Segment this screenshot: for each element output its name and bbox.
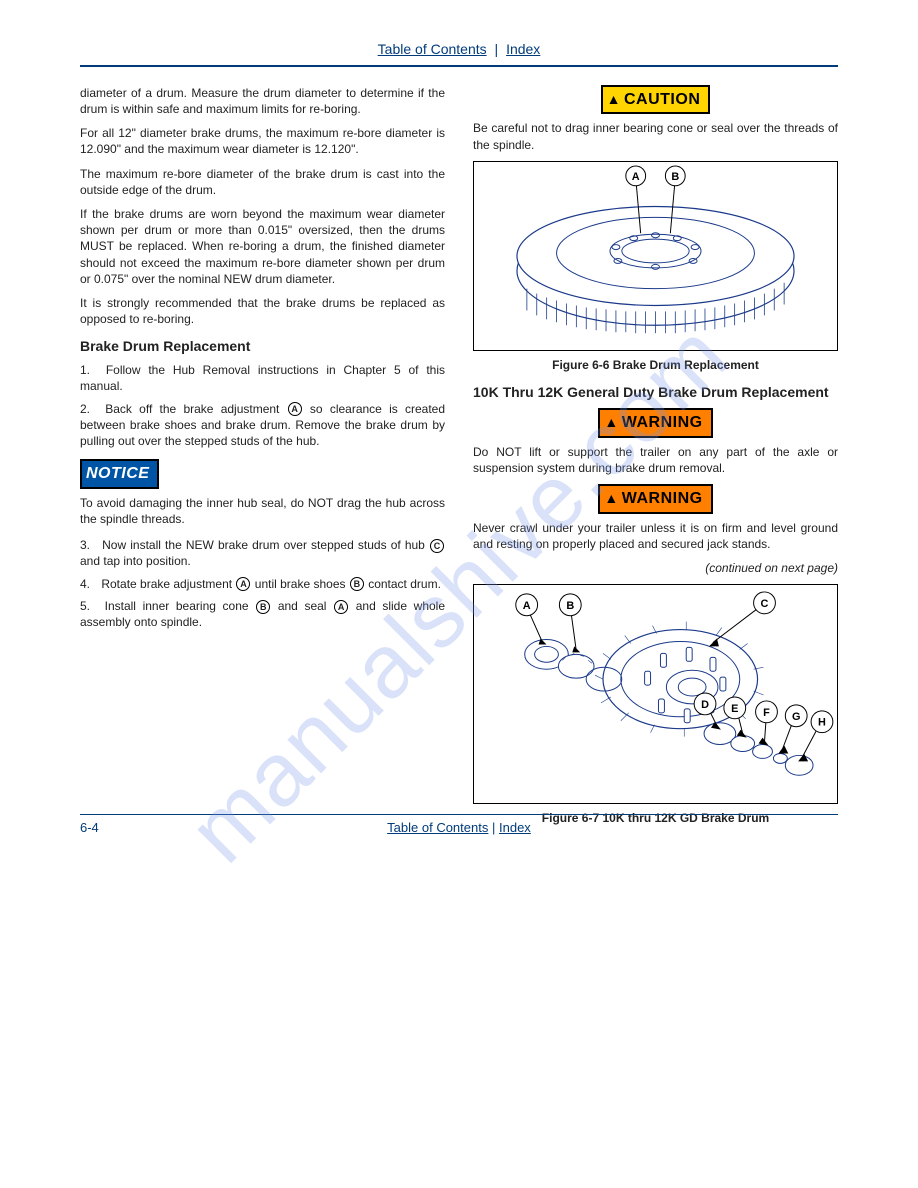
step-5: 5. Install inner bearing cone B and seal… [80, 598, 445, 630]
warning-triangle-icon: ▲ [607, 90, 621, 109]
para: It is strongly recommended that the brak… [80, 295, 445, 327]
figure-6-7: A B C D E F G H [473, 584, 838, 804]
figure-caption: Figure 6-6 Brake Drum Replacement [473, 357, 838, 373]
notice-label: NOTICE [80, 459, 159, 489]
step-text: and seal [278, 599, 327, 613]
callout-circle: A [334, 600, 348, 614]
step-2: 2. Back off the brake adjustment A so cl… [80, 401, 445, 450]
figure-6-6: A B [473, 161, 838, 351]
notice-text: To avoid damaging the inner hub seal, do… [80, 495, 445, 527]
svg-text:G: G [792, 711, 800, 723]
warning-label-text: WARNING [622, 490, 703, 507]
step-text: Rotate brake adjustment [101, 577, 232, 591]
footer-toc-link[interactable]: Table of Contents [387, 820, 488, 835]
page-body: Table of Contents | Index diameter of a … [0, 0, 918, 864]
callout-circle: C [430, 539, 444, 553]
caution-block: ▲CAUTION [473, 85, 838, 121]
para: If the brake drums are worn beyond the m… [80, 206, 445, 287]
warning-block-2: ▲WARNING [473, 484, 838, 520]
step-text: Install inner bearing cone [105, 599, 249, 613]
step-number: 2. [80, 401, 98, 417]
svg-text:E: E [731, 703, 738, 715]
header-links: Table of Contents | Index [80, 40, 838, 67]
heading-brake-drum-replacement: Brake Drum Replacement [80, 337, 445, 356]
footer-separator: | [492, 820, 495, 835]
brake-drum-diagram: A B [474, 162, 837, 350]
warning-triangle-icon: ▲ [604, 489, 618, 508]
notice-block: NOTICE To avoid damaging the inner hub s… [80, 459, 445, 527]
step-3: 3. Now install the NEW brake drum over s… [80, 537, 445, 569]
warning-text-a: Never crawl under your trailer unless it… [473, 521, 838, 551]
para: The maximum re-bore diameter of the brak… [80, 166, 445, 198]
warning-block-1: ▲WARNING [473, 408, 838, 444]
warning-text: Do NOT lift or support the trailer on an… [473, 444, 838, 476]
svg-text:A: A [523, 600, 531, 612]
step-4: 4. Rotate brake adjustment A until brake… [80, 576, 445, 592]
svg-text:H: H [818, 717, 826, 729]
para: diameter of a drum. Measure the drum dia… [80, 85, 445, 117]
step-number: 4. [80, 576, 98, 592]
hub-assembly-diagram: A B C D E F G H [474, 585, 837, 803]
step-number: 1. [80, 362, 98, 378]
caution-label: ▲CAUTION [601, 85, 711, 115]
step-number: 3. [80, 537, 98, 553]
two-column-layout: diameter of a drum. Measure the drum dia… [80, 85, 838, 834]
caution-text: Be careful not to drag inner bearing con… [473, 120, 838, 152]
para: For all 12" diameter brake drums, the ma… [80, 125, 445, 157]
warning-triangle-icon: ▲ [604, 413, 618, 432]
svg-text:B: B [566, 600, 574, 612]
continued-note: (continued on next page) [473, 560, 838, 576]
svg-text:F: F [763, 707, 770, 719]
step-text: contact drum. [368, 577, 441, 591]
step-1: 1. Follow the Hub Removal instructions i… [80, 362, 445, 394]
link-separator: | [495, 41, 499, 57]
svg-text:C: C [761, 598, 769, 610]
footer-links: Table of Contents | Index [160, 819, 758, 837]
svg-text:B: B [671, 171, 679, 183]
step-text: Back off the brake adjustment [105, 402, 279, 416]
caution-label-text: CAUTION [624, 91, 700, 108]
step-number: 5. [80, 598, 98, 614]
callout-circle: B [350, 577, 364, 591]
heading-10k-12k-replacement: 10K Thru 12K General Duty Brake Drum Rep… [473, 383, 838, 402]
step-text: Now install the NEW brake drum over step… [102, 538, 425, 552]
callout-circle: A [236, 577, 250, 591]
step-text: until brake shoes [255, 577, 346, 591]
footer-right [758, 819, 838, 837]
svg-text:D: D [701, 699, 709, 711]
warning-text: Never crawl under your trailer unless it… [473, 520, 838, 552]
footer-index-link[interactable]: Index [499, 820, 531, 835]
page-number: 6-4 [80, 819, 160, 837]
warning-label: ▲WARNING [598, 484, 712, 514]
step-text: Follow the Hub Removal instructions in C… [80, 363, 445, 393]
svg-text:A: A [632, 171, 640, 183]
right-column: ▲CAUTION Be careful not to drag inner be… [473, 85, 838, 834]
page-footer: 6-4 Table of Contents | Index [80, 814, 838, 837]
warning-label-text: WARNING [622, 414, 703, 431]
toc-link[interactable]: Table of Contents [378, 41, 487, 57]
callout-circle: B [256, 600, 270, 614]
warning-label: ▲WARNING [598, 408, 712, 438]
index-link[interactable]: Index [506, 41, 540, 57]
step-text: and tap into position. [80, 554, 191, 568]
left-column: diameter of a drum. Measure the drum dia… [80, 85, 445, 834]
callout-circle: A [288, 402, 302, 416]
